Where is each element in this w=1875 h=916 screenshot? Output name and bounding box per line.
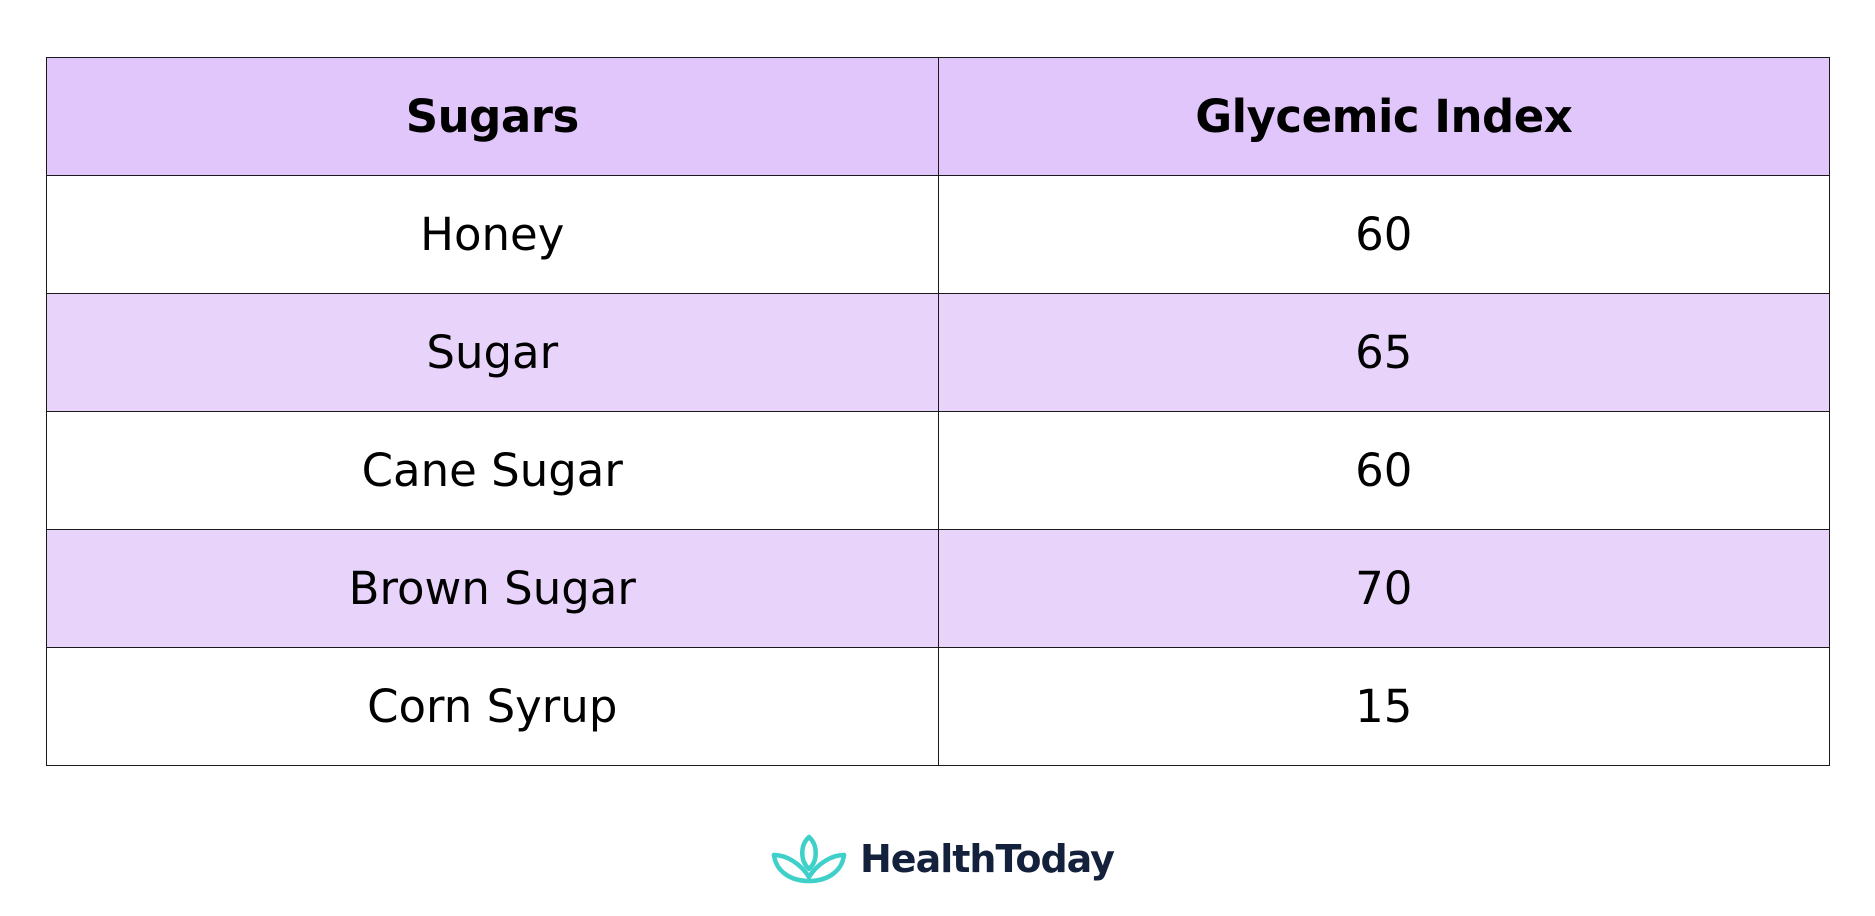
glycemic-index-cell: 15 [937,647,1830,766]
glycemic-index-cell: 65 [937,293,1830,412]
brand-name: HealthToday [860,837,1115,881]
sugar-name-cell: Cane Sugar [46,411,939,530]
table-row: Honey 60 [46,175,1830,294]
sugar-name-cell: Sugar [46,293,939,412]
table-row: Brown Sugar 70 [46,529,1830,648]
table-row: Cane Sugar 60 [46,411,1830,530]
lotus-icon [771,834,847,884]
sugar-name-cell: Corn Syrup [46,647,939,766]
sugar-name-cell: Brown Sugar [46,529,939,648]
brand-logo: HealthToday [770,833,1115,885]
table-row: Sugar 65 [46,293,1830,412]
table-header-row: Sugars Glycemic Index [46,57,1830,176]
glycemic-index-cell: 70 [937,529,1830,648]
table-row: Corn Syrup 15 [46,647,1830,766]
sugar-name-cell: Honey [46,175,939,294]
glycemic-index-cell: 60 [937,411,1830,530]
header-sugars: Sugars [46,57,939,176]
glycemic-index-table-container: Sugars Glycemic Index Honey 60 Sugar 65 … [46,57,1830,766]
glycemic-index-table: Sugars Glycemic Index Honey 60 Sugar 65 … [46,57,1830,766]
glycemic-index-cell: 60 [937,175,1830,294]
header-glycemic-index: Glycemic Index [937,57,1830,176]
